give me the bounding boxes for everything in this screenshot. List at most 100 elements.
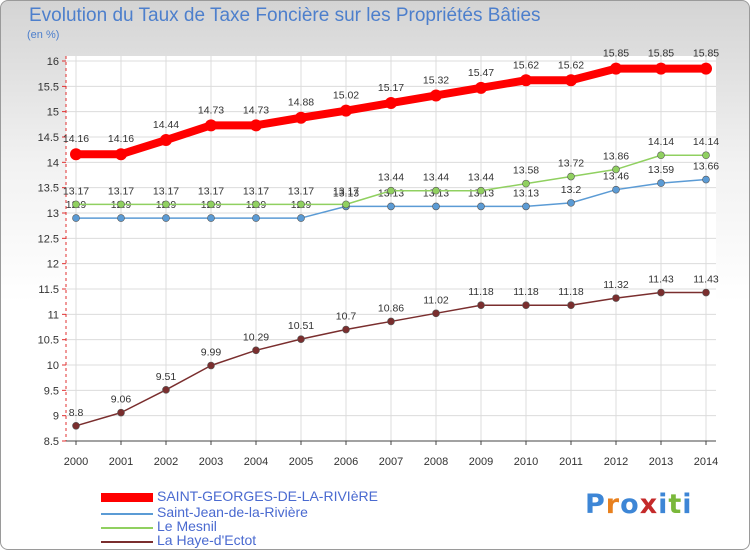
- data-label: 14.73: [198, 104, 224, 116]
- logo-letter: o: [620, 489, 640, 520]
- data-label: 15.47: [468, 67, 494, 79]
- logo-letter: x: [639, 489, 659, 520]
- data-point: [115, 148, 127, 161]
- data-label: 13.17: [243, 185, 269, 197]
- legend-swatch: [101, 527, 153, 529]
- data-point: [567, 301, 575, 310]
- data-point: [387, 202, 395, 211]
- data-label: 10.7: [336, 311, 357, 323]
- data-point: [297, 214, 305, 222]
- x-tick-label: 2001: [109, 456, 133, 468]
- data-point: [72, 214, 80, 222]
- x-tick-label: 2000: [64, 456, 88, 468]
- x-tick-label: 2006: [334, 456, 358, 468]
- data-label: 13.44: [423, 172, 449, 184]
- data-label: 9.51: [156, 371, 177, 383]
- data-label: 15.85: [693, 48, 719, 60]
- data-point: [252, 346, 260, 355]
- data-point: [700, 62, 712, 75]
- data-point: [207, 200, 215, 209]
- data-point: [432, 202, 440, 211]
- data-label: 10.29: [243, 331, 269, 343]
- data-label: 14.14: [648, 136, 674, 148]
- data-label: 13.86: [603, 150, 629, 162]
- data-label: 14.14: [693, 136, 719, 148]
- data-label: 13.44: [378, 172, 404, 184]
- x-tick-label: 2005: [289, 456, 313, 468]
- x-tick-label: 2011: [559, 456, 583, 468]
- y-tick-label: 14.5: [38, 132, 59, 144]
- logo-letter: r: [605, 489, 621, 520]
- series-0: 14.16 14.16 14.44 14.73 14.73 14.88 15.02 15.17…: [63, 48, 719, 161]
- data-label: 14.44: [153, 119, 179, 131]
- y-tick-label: 11.5: [38, 284, 59, 296]
- data-point: [295, 111, 307, 124]
- data-label: 14.73: [243, 104, 269, 116]
- series-2: 13.17 13.17 13.17 13.17 13.17 13.17 13.17 13.44…: [63, 136, 719, 209]
- data-label: 14.16: [63, 133, 89, 145]
- data-point: [385, 97, 397, 110]
- data-label: 11.32: [603, 279, 629, 291]
- y-tick-label: 10: [47, 360, 59, 372]
- data-label: 15.32: [423, 74, 449, 86]
- data-point: [160, 134, 172, 147]
- y-tick-label: 9: [53, 411, 59, 423]
- y-tick-label: 10.5: [38, 335, 59, 347]
- data-point: [567, 172, 575, 181]
- data-label: 9.99: [201, 347, 222, 359]
- data-point: [297, 335, 305, 343]
- data-point: [612, 185, 620, 194]
- x-tick-label: 2009: [469, 456, 493, 468]
- data-point: [162, 214, 170, 222]
- data-point: [612, 165, 620, 174]
- data-point: [342, 325, 350, 334]
- x-tick-label: 2008: [424, 456, 448, 468]
- data-point: [207, 214, 215, 222]
- data-label: 15.02: [333, 90, 359, 102]
- data-point: [477, 202, 485, 211]
- data-point: [657, 179, 665, 187]
- y-tick-label: 15: [47, 107, 59, 119]
- data-point: [207, 361, 215, 370]
- data-label: 13.17: [63, 185, 89, 197]
- y-tick-label: 12: [47, 259, 59, 271]
- data-label: 15.62: [513, 59, 539, 71]
- x-tick-label: 2002: [154, 456, 178, 468]
- data-label: 13.59: [648, 164, 674, 176]
- data-label: 13.13: [513, 187, 539, 199]
- data-point: [522, 179, 530, 188]
- logo-letter: i: [658, 489, 669, 520]
- data-point: [387, 186, 395, 195]
- data-label: 11.18: [513, 286, 539, 298]
- data-point: [252, 200, 260, 209]
- data-point: [702, 288, 710, 297]
- data-point: [522, 202, 530, 211]
- data-label: 13.17: [288, 185, 314, 197]
- y-tick-label: 15.5: [38, 81, 59, 93]
- data-label: 11.43: [648, 274, 674, 286]
- x-tick-label: 2004: [244, 456, 268, 468]
- data-point: [117, 408, 125, 417]
- y-tick-label: 9.5: [44, 385, 59, 397]
- x-tick-label: 2012: [604, 456, 628, 468]
- data-label: 11.02: [423, 294, 449, 306]
- data-point: [657, 288, 665, 297]
- data-point: [72, 421, 80, 430]
- proxiti-logo: Proxiti: [585, 489, 693, 520]
- data-point: [162, 386, 170, 394]
- data-point: [117, 214, 125, 222]
- y-tick-label: 14: [47, 157, 59, 169]
- data-point: [432, 309, 440, 318]
- data-point: [520, 74, 532, 87]
- data-label: 8.8: [69, 407, 84, 419]
- data-point: [70, 148, 82, 161]
- data-label: 11.43: [693, 274, 719, 286]
- data-label: 13.13: [333, 187, 359, 199]
- data-label: 15.85: [648, 48, 674, 60]
- data-label: 13.58: [513, 165, 539, 177]
- data-point: [205, 119, 217, 132]
- data-label: 13.17: [153, 185, 179, 197]
- data-label: 14.16: [108, 133, 134, 145]
- data-point: [565, 74, 577, 87]
